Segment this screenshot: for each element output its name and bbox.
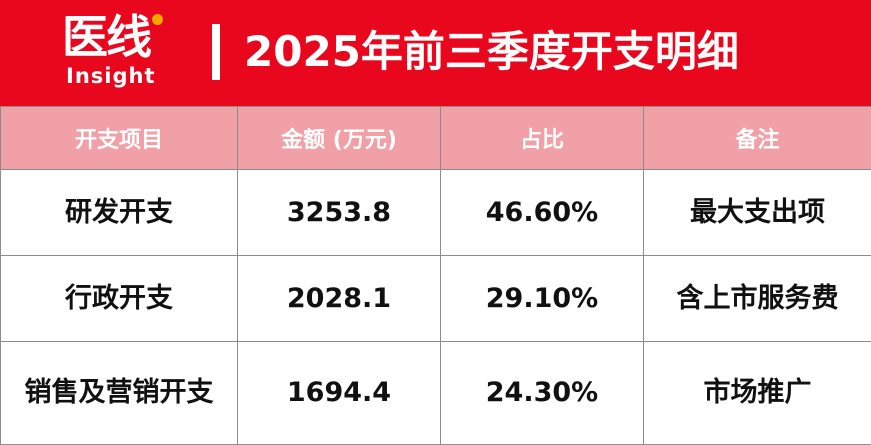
logo: 医线: [62, 10, 152, 64]
column-header: 金额 (万元): [237, 106, 441, 170]
table: 开支项目 金额 (万元) 占比 备注 研发开支 3253.8 46.60% 最大支出项…: [0, 106, 871, 445]
column-header: 开支项目: [0, 106, 238, 170]
column-header: 备注: [643, 106, 871, 170]
logo-dot: [152, 14, 163, 25]
cell: 2028.1: [237, 255, 441, 342]
divider: [212, 24, 220, 80]
row: 行政开支 2028.1 29.10% 含上市服务费: [0, 255, 871, 342]
cell: 行政开支: [0, 255, 238, 342]
logo-sub: Insight: [66, 64, 156, 88]
cell: 研发开支: [0, 169, 238, 256]
title: 2025年前三季度开支明细: [244, 27, 739, 76]
cell: 3253.8: [237, 169, 441, 256]
banner: 医线 Insight 2025年前三季度开支明细: [0, 0, 871, 106]
cell: 29.10%: [440, 255, 644, 342]
cell: 46.60%: [440, 169, 644, 256]
cell: 最大支出项: [643, 169, 871, 256]
column-header: 占比: [440, 106, 644, 170]
cell: 1694.4: [237, 341, 441, 445]
cell: 24.30%: [440, 341, 644, 445]
row: 销售及营销开支 1694.4 24.30% 市场推广: [0, 341, 871, 445]
header-row: 开支项目 金额 (万元) 占比 备注: [0, 106, 871, 170]
cell: 销售及营销开支: [0, 341, 238, 445]
cell: 含上市服务费: [643, 255, 871, 342]
row: 研发开支 3253.8 46.60% 最大支出项: [0, 169, 871, 256]
cell: 市场推广: [643, 341, 871, 445]
